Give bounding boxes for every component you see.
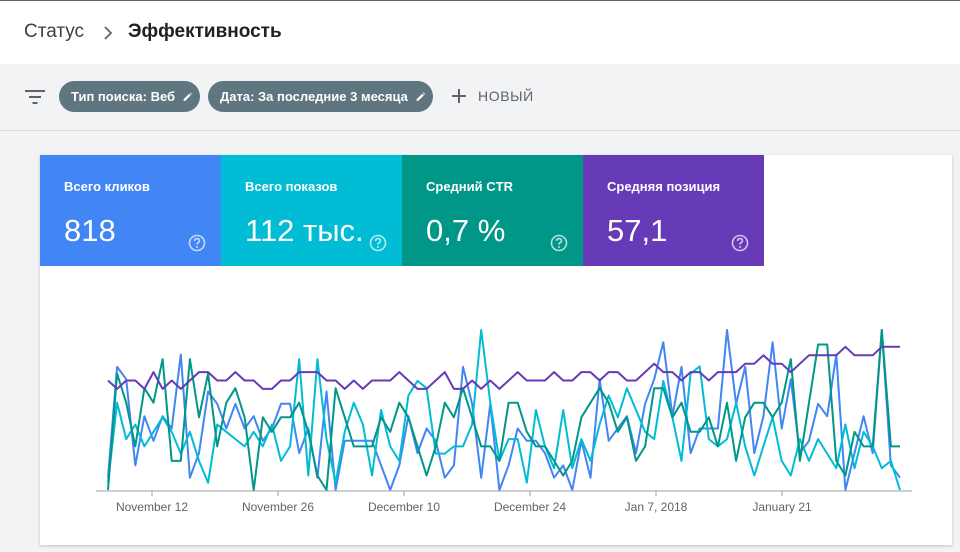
metric-label: Средняя позиция [607,179,721,194]
filter-chip-label: Дата: За последние 3 месяца [220,89,408,104]
filter-bar: Тип поиска: Веб Дата: За последние 3 мес… [0,64,960,131]
edit-pencil-icon[interactable] [416,90,425,104]
series-line-0 [107,329,901,491]
metric-average-position[interactable]: Средняя позиция 57,1 [583,155,764,266]
metric-label: Всего кликов [64,179,150,194]
x-tick-label: Jan 7, 2018 [625,500,688,514]
breadcrumb-root[interactable]: Статус [24,21,85,42]
plus-icon [452,89,466,103]
top-bar: Статус Эффективность [0,0,960,64]
metric-value: 818 [64,213,116,248]
series-line-2 [107,329,900,491]
edit-pencil-icon[interactable] [183,90,192,104]
metric-value: 112 тыс. [245,213,364,248]
x-tick-label: December 10 [368,500,440,514]
add-filter-button[interactable]: НОВЫЙ [450,84,534,108]
help-icon[interactable] [550,234,568,252]
metric-label: Средний CTR [426,179,513,194]
x-tick-label: November 26 [242,500,314,514]
filter-chip-label: Тип поиска: Веб [71,89,176,104]
metric-label: Всего показов [245,179,338,194]
filter-chip-search-type[interactable]: Тип поиска: Веб [59,81,200,112]
add-filter-label: НОВЫЙ [478,88,534,104]
metric-value: 57,1 [607,213,668,248]
help-icon[interactable] [188,234,206,252]
metric-total-clicks[interactable]: Всего кликов 818 [40,155,221,266]
filter-chip-date[interactable]: Дата: За последние 3 месяца [208,81,433,112]
help-icon[interactable] [731,234,749,252]
series-line-3 [107,345,900,390]
help-icon[interactable] [369,234,387,252]
filter-icon[interactable] [25,89,45,105]
performance-chart[interactable]: November 12 November 26 December 10 Decembe… [40,155,952,545]
x-tick-label: December 24 [494,500,566,514]
page-title: Эффективность [128,21,282,42]
metric-value: 0,7 % [426,213,506,248]
x-tick-label: January 21 [752,500,812,514]
x-tick-label: November 12 [116,500,188,514]
series-line-1 [107,329,901,491]
metric-total-impressions[interactable]: Всего показов 112 тыс. [221,155,402,266]
metric-average-ctr[interactable]: Средний CTR 0,7 % [402,155,583,266]
chevron-right-icon [104,26,113,40]
performance-card: Всего кликов 818 Всего показов 112 тыс. … [40,155,952,545]
